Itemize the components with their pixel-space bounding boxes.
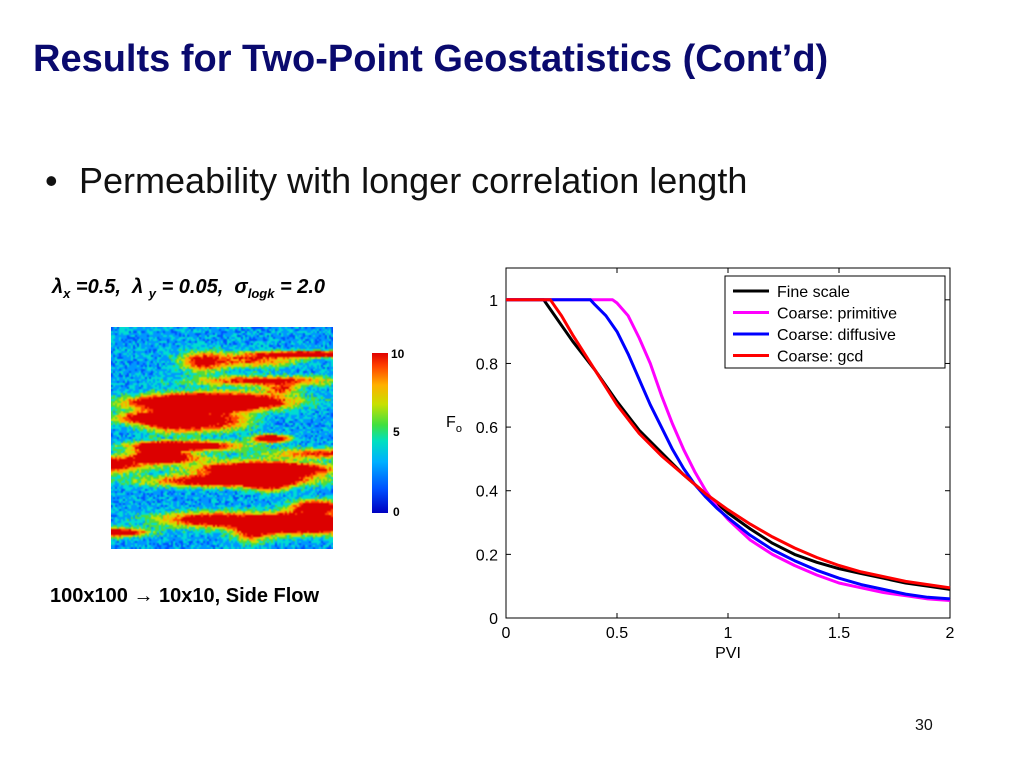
lambda-x-symbol: λ [52, 276, 64, 298]
x-axis-label: PVI [715, 645, 741, 662]
lambda-y-symbol: λ [132, 276, 144, 298]
parameter-label: λx =0.5, λ y = 0.05, σlogk = 2.0 [52, 276, 325, 301]
y-axis-label-sub: o [456, 423, 462, 435]
x-tick-label: 0 [502, 625, 511, 642]
legend-entry: Coarse: diffusive [777, 327, 896, 344]
grid-caption: 100x100 → 10x10, Side Flow [50, 585, 319, 608]
colorbar-max-label: 10 [391, 347, 405, 361]
chart-legend: Fine scale Coarse: primitive Coarse: diffu… [724, 275, 946, 369]
bullet-text: Permeability with longer correlation len… [79, 160, 748, 201]
sigma-symbol: σ [234, 276, 248, 298]
colorbar [372, 353, 388, 513]
y-tick-label: 0.8 [476, 356, 498, 373]
y-axis-label: Fo [446, 414, 462, 435]
sigma-value: = 2.0 [274, 276, 326, 298]
page-number: 30 [915, 717, 933, 734]
lambda-y-sub: y [148, 286, 157, 301]
permeability-field-image [111, 327, 333, 549]
sigma-sub: logk [247, 286, 275, 301]
y-tick-label: 0 [489, 611, 498, 628]
y-axis-label-main: F [446, 414, 456, 431]
colorbar-mid-label: 5 [393, 425, 400, 439]
series-line-coarse-diffusive [506, 298, 951, 601]
y-tick-label: 0.6 [476, 420, 498, 437]
x-tick-label: 0.5 [606, 625, 628, 642]
x-tick-label: 2 [946, 625, 955, 642]
legend-entry: Coarse: primitive [777, 306, 897, 323]
bullet-item: • Permeability with longer correlation l… [45, 160, 747, 202]
y-tick-label: 0.2 [476, 547, 498, 564]
series-line-coarse-gcd [506, 298, 951, 590]
caption-arrow: → [133, 585, 154, 607]
fractional-flow-chart: 0 0.5 1 1.5 2 0 0.2 0.4 0.6 0.8 1 Fine scale Coarse… [446, 267, 955, 662]
x-tick-label: 1.5 [828, 625, 850, 642]
slide-title: Results for Two-Point Geostatistics (Con… [33, 38, 829, 80]
legend-entry: Fine scale [777, 284, 850, 301]
legend-entry: Coarse: gcd [777, 349, 863, 366]
bullet-dot: • [45, 160, 58, 201]
caption-fine-grid: 100x100 [50, 585, 128, 607]
colorbar-min-label: 0 [393, 505, 400, 519]
x-tick-label: 1 [724, 625, 733, 642]
y-tick-label: 1 [489, 293, 498, 310]
lambda-x-sub: x [63, 286, 71, 301]
y-tick-label: 0.4 [476, 484, 498, 501]
lambda-x-value: =0.5, [70, 276, 121, 298]
caption-coarse-grid: 10x10, Side Flow [159, 585, 320, 607]
lambda-y-value: = 0.05, [156, 276, 224, 298]
